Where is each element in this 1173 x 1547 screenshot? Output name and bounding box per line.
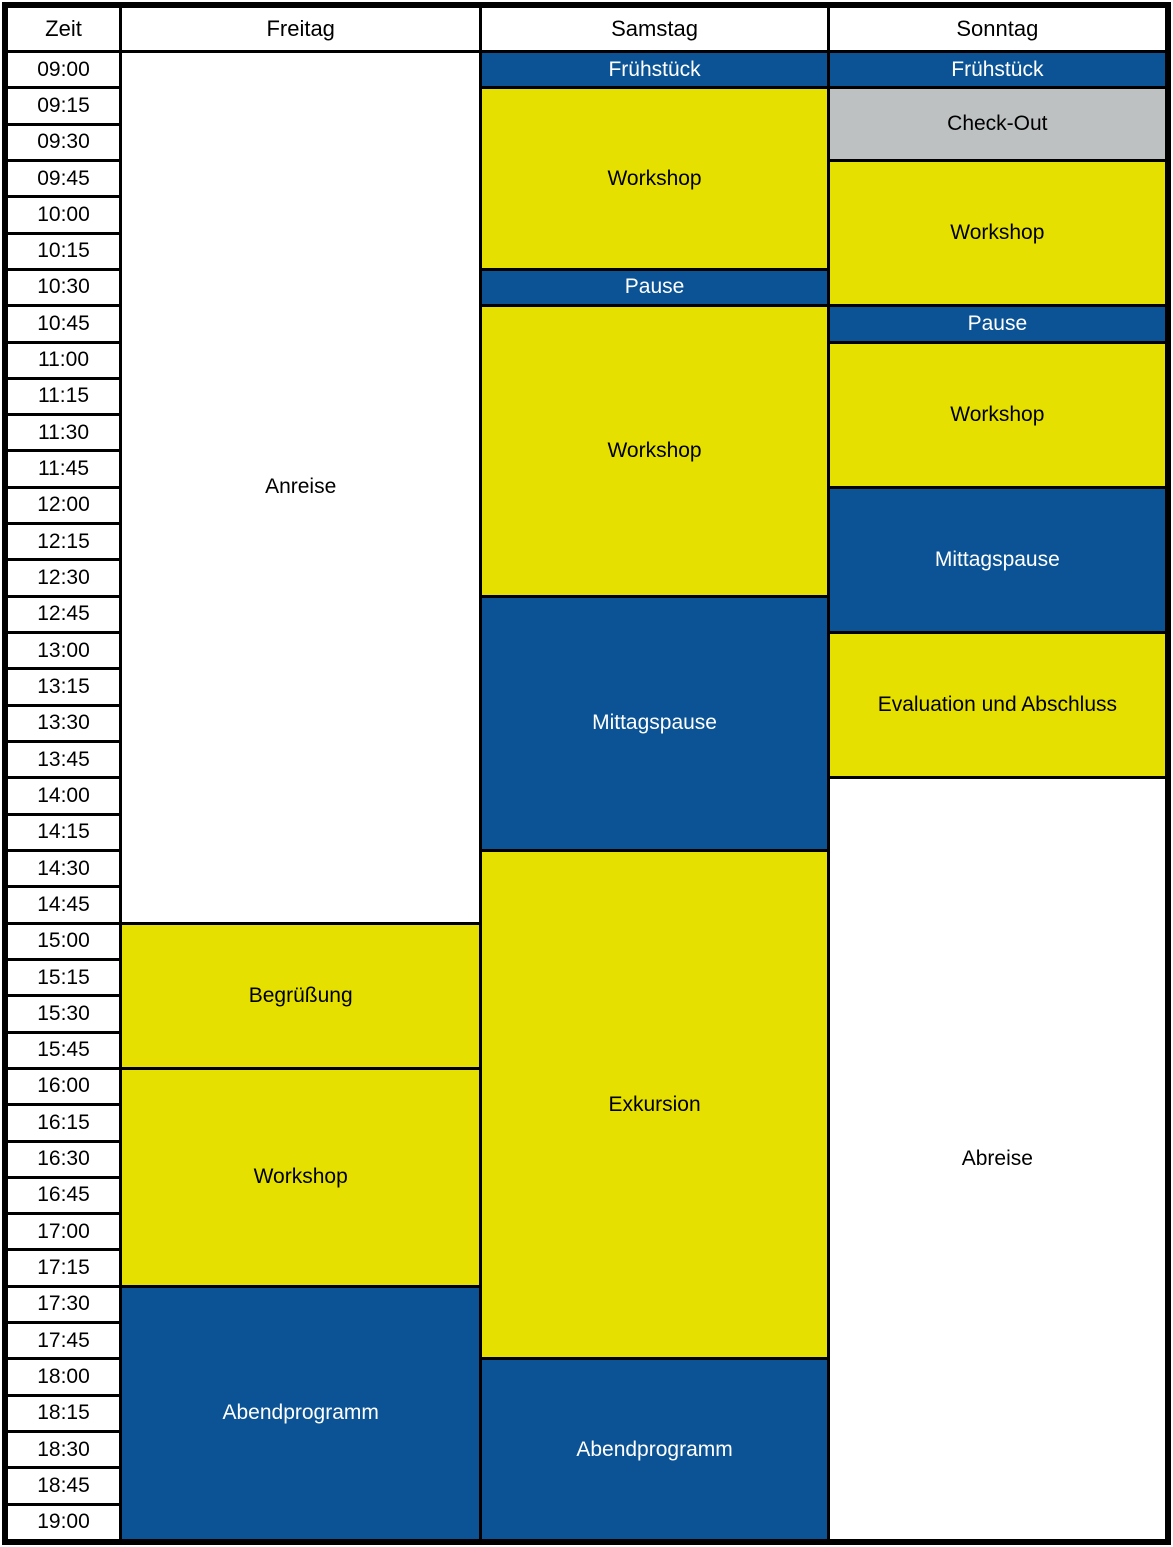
time-cell-1230: 12:30 [8,561,119,595]
time-cell-0915: 09:15 [8,89,119,123]
column-header-samstag: Samstag [482,8,827,50]
time-cell-1145: 11:45 [8,452,119,486]
event-begrüßung: Begrüßung [122,924,480,1067]
time-cell-1015: 10:15 [8,234,119,268]
event-pause: Pause [829,307,1165,341]
time-cell-1545: 15:45 [8,1033,119,1067]
time-cell-1845: 18:45 [8,1469,119,1503]
time-cell-1515: 15:15 [8,960,119,995]
time-cell-1700: 17:00 [8,1215,119,1249]
event-mittagspause: Mittagspause [482,597,827,849]
time-cell-1245: 12:45 [8,597,119,632]
column-header-zeit: Zeit [8,8,119,50]
time-cell-1630: 16:30 [8,1142,119,1176]
time-cell-1445: 14:45 [8,888,119,922]
time-cell-1330: 13:30 [8,706,119,741]
time-cell-1645: 16:45 [8,1178,119,1213]
time-cell-1300: 13:00 [8,634,119,668]
time-cell-1345: 13:45 [8,743,119,777]
time-cell-1730: 17:30 [8,1287,119,1322]
time-cell-0930: 09:30 [8,125,119,159]
time-cell-1530: 15:30 [8,997,119,1031]
time-cell-1415: 14:15 [8,815,119,849]
column-header-sonntag: Sonntag [829,8,1165,50]
event-evaluation-und-abschluss: Evaluation und Abschluss [829,634,1165,777]
event-workshop: Workshop [122,1069,480,1285]
time-cell-1000: 10:00 [8,198,119,232]
time-cell-1030: 10:30 [8,270,119,305]
event-workshop: Workshop [482,307,827,595]
time-cell-1200: 12:00 [8,488,119,523]
event-frühstück: Frühstück [829,53,1165,87]
time-cell-1115: 11:15 [8,379,119,414]
time-cell-1745: 17:45 [8,1324,119,1358]
time-cell-0900: 09:00 [8,53,119,87]
event-workshop: Workshop [829,343,1165,486]
time-cell-1130: 11:30 [8,416,119,450]
event-abendprogramm: Abendprogramm [482,1360,827,1539]
time-cell-1045: 10:45 [8,307,119,341]
time-cell-1815: 18:15 [8,1396,119,1431]
time-cell-1715: 17:15 [8,1251,119,1285]
column-header-freitag: Freitag [122,8,480,50]
event-abreise: Abreise [829,779,1165,1539]
event-workshop: Workshop [482,89,827,268]
time-cell-1500: 15:00 [8,924,119,958]
time-cell-1615: 16:15 [8,1106,119,1140]
time-cell-1900: 19:00 [8,1505,119,1539]
time-cell-1400: 14:00 [8,779,119,813]
event-exkursion: Exkursion [482,851,827,1358]
time-cell-1800: 18:00 [8,1360,119,1394]
time-cell-1315: 13:15 [8,670,119,704]
event-workshop: Workshop [829,161,1165,305]
time-cell-1215: 12:15 [8,525,119,559]
time-cell-1100: 11:00 [8,343,119,377]
event-frühstück: Frühstück [482,53,827,87]
event-mittagspause: Mittagspause [829,488,1165,632]
time-cell-1430: 14:30 [8,851,119,886]
event-check-out: Check-Out [829,89,1165,159]
time-cell-0945: 09:45 [8,161,119,196]
event-pause: Pause [482,270,827,305]
event-abendprogramm: Abendprogramm [122,1287,480,1539]
time-cell-1830: 18:30 [8,1433,119,1467]
time-cell-1600: 16:00 [8,1069,119,1104]
event-anreise: Anreise [122,53,480,922]
